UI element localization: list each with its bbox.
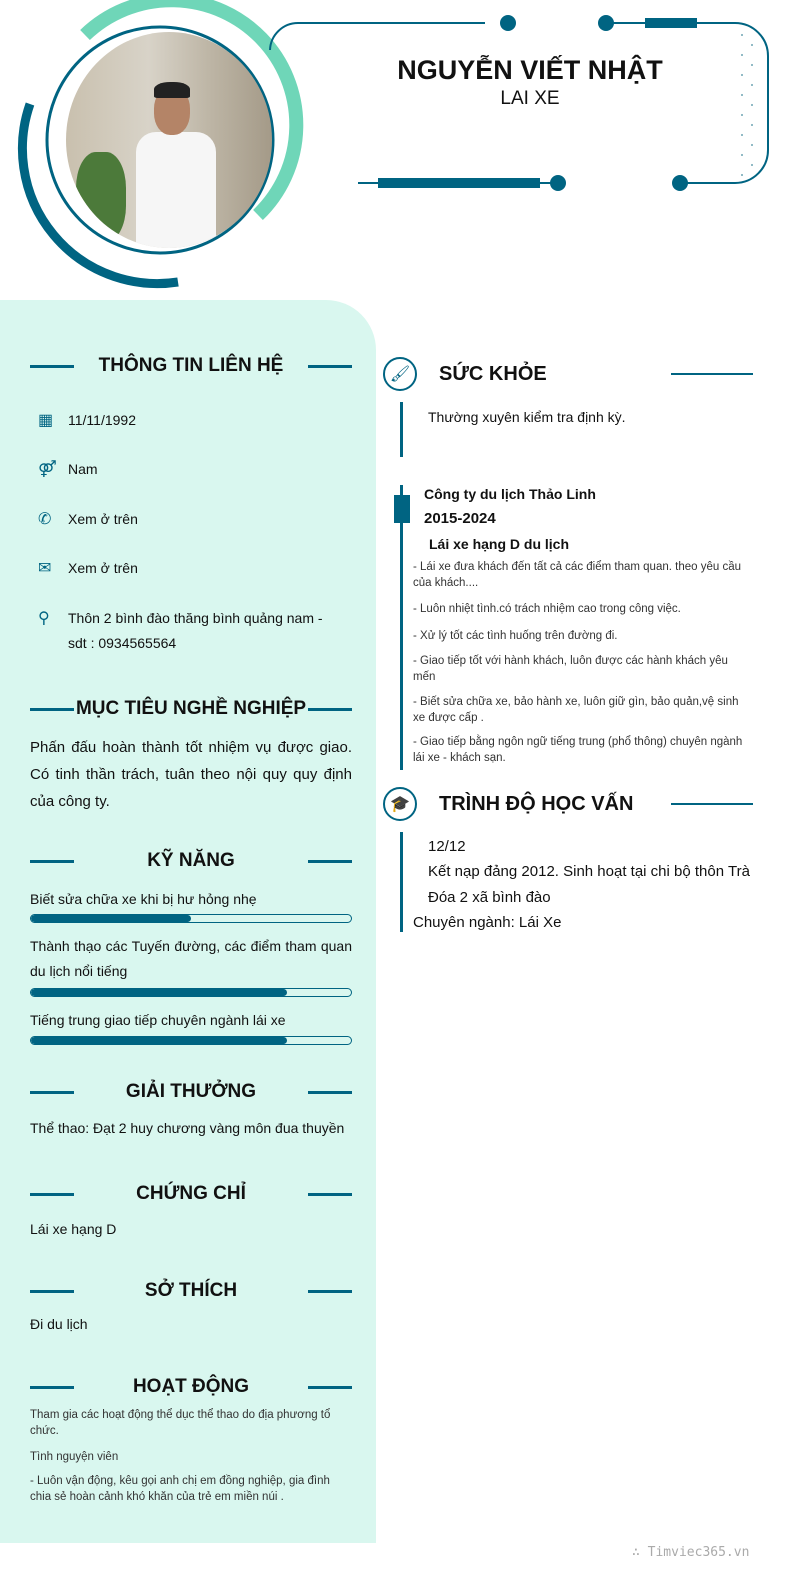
position: Lái xe hạng D du lịch [429,536,570,552]
certificates-heading: CHỨNG CHỈ [30,1179,352,1209]
watermark: ∴ Timviec365.vn [632,1545,750,1560]
skill-bar-fill [31,989,287,996]
birthday: ▦ 11/11/1992 [38,408,136,433]
skill-bar [30,914,352,923]
gender: ⚤ Nam [38,457,98,482]
calendar-icon: ▦ [38,412,54,429]
envelope-icon: ✉ [38,560,52,577]
education-grade: 12/12 [428,838,466,855]
hobbies-heading: SỞ THÍCH [30,1276,352,1306]
skill-bar [30,988,352,997]
duty-item: - Xử lý tốt các tình huống trên đường đi… [413,630,618,642]
job-title: LAI XE [500,88,560,109]
education-note: Kết nạp đảng 2012. Sinh hoạt tại chi bộ … [428,863,750,906]
duty-item: - Giao tiếp bằng ngôn ngữ tiếng trung (p… [413,736,743,764]
avatar [66,32,272,248]
candidate-name: NGUYỄN VIẾT NHẬT [397,55,663,85]
graduation-cap-icon: 🎓 [383,787,417,821]
header-decoration [17,0,769,289]
map-pin-icon: ⚲ [38,610,50,627]
gender-icon: ⚤ [38,461,57,478]
awards-text: Thể thao: Đạt 2 huy chương vàng môn đua … [30,1120,345,1136]
activity-item: Tham gia các hoạt động thể dục thể thao … [30,1409,331,1437]
phone-icon: ✆ [38,511,52,528]
objective-heading: MỤC TIÊU NGHỀ NGHIỆP [30,694,352,724]
activities-heading: HOẠT ĐỘNG [30,1372,352,1402]
activity-item: Tình nguyện viên [30,1451,119,1463]
skill-label: Thành thạo các Tuyến đường, các điểm tha… [30,938,352,979]
skill-bar-fill [31,1037,287,1044]
brush-icon: 🖌 [383,357,417,391]
activity-item: - Luôn vận động, kêu gọi anh chị em đồng… [30,1475,330,1503]
hobbies-text: Đi du lịch [30,1316,88,1332]
work-period: 2015-2024 [424,510,496,527]
skill-label: Biết sửa chữa xe khi bị hư hỏng nhẹ [30,891,257,907]
education-heading: 🎓 TRÌNH ĐỘ HỌC VẤN [383,786,753,822]
skill-bar [30,1036,352,1045]
duty-item: - Giao tiếp tốt với hành khách, luôn đượ… [413,655,728,683]
address: ⚲ Thôn 2 bình đào thăng bình quảng nam - … [38,606,338,656]
phone: ✆ Xem ở trên [38,507,138,532]
health-heading: 🖌 SỨC KHỎE [383,356,753,392]
email: ✉ Xem ở trên [38,556,138,581]
health-text: Thường xuyên kiểm tra định kỳ. [428,409,626,425]
duty-item: - Lái xe đưa khách đến tất cả các điểm t… [413,561,741,589]
timeline-line [400,485,403,770]
skill-label: Tiếng trung giao tiếp chuyên ngành lái x… [30,1012,286,1028]
skills-heading: KỸ NĂNG [30,846,352,876]
certificates-text: Lái xe hạng D [30,1221,117,1237]
objective-text: Phấn đấu hoàn thành tốt nhiệm vụ được gi… [30,739,352,810]
duty-item: - Biết sửa chữa xe, bảo hành xe, luôn gi… [413,696,739,724]
skill-bar-fill [31,915,191,922]
duty-item: - Luôn nhiệt tình.có trách nhiệm cao tro… [413,603,681,615]
company-name: Công ty du lịch Thảo Linh [424,486,596,502]
contact-heading: THÔNG TIN LIÊN HỆ [30,351,352,381]
awards-heading: GIẢI THƯỞNG [30,1077,352,1107]
education-major: Chuyên ngành: Lái Xe [413,914,562,931]
